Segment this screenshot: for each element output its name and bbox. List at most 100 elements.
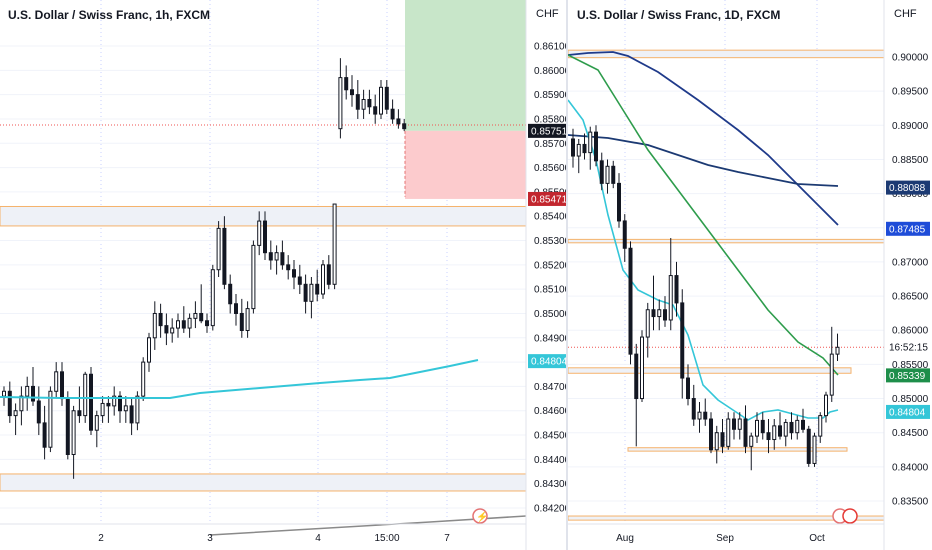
candle-body[interactable] <box>829 353 834 396</box>
candle-body[interactable] <box>158 312 163 327</box>
support-resistance-band[interactable] <box>568 367 852 374</box>
candle-body[interactable] <box>251 244 256 310</box>
candle-body[interactable] <box>588 131 593 154</box>
candle-body[interactable] <box>176 320 180 329</box>
candle-body[interactable] <box>210 269 215 327</box>
candle-body[interactable] <box>297 276 302 285</box>
candle-body[interactable] <box>112 395 117 407</box>
candle-body[interactable] <box>141 361 146 397</box>
candle-body[interactable] <box>576 143 581 157</box>
candle-body[interactable] <box>795 419 800 434</box>
candle-body[interactable] <box>709 418 713 451</box>
candle-body[interactable] <box>65 398 70 456</box>
candle-body[interactable] <box>263 220 267 254</box>
candle-body[interactable] <box>783 421 788 437</box>
candle-body[interactable] <box>835 346 840 355</box>
candle-body[interactable] <box>54 371 59 392</box>
candle-body[interactable] <box>720 432 725 447</box>
candle-body[interactable] <box>274 252 279 261</box>
candle-body[interactable] <box>402 123 407 130</box>
candle-body[interactable] <box>617 182 621 222</box>
candle-body[interactable] <box>697 411 702 420</box>
candle-body[interactable] <box>605 165 610 184</box>
candle-body[interactable] <box>19 395 24 412</box>
candle-body[interactable] <box>680 302 685 379</box>
candle-body[interactable] <box>749 435 754 447</box>
candle-body[interactable] <box>228 283 233 305</box>
candle-body[interactable] <box>373 106 378 115</box>
stop-loss-zone[interactable] <box>405 130 526 199</box>
candle-body[interactable] <box>48 390 53 448</box>
candle-body[interactable] <box>726 418 731 447</box>
candle-body[interactable] <box>350 89 354 96</box>
lightning-event-icon[interactable] <box>472 508 488 524</box>
candle-body[interactable] <box>594 131 598 162</box>
support-resistance-band[interactable] <box>568 49 885 59</box>
candle-body[interactable] <box>628 247 633 355</box>
candle-body[interactable] <box>657 309 662 318</box>
candle-body[interactable] <box>106 402 111 407</box>
candle-body[interactable] <box>100 402 105 417</box>
candle-body[interactable] <box>71 410 76 456</box>
candle-body[interactable] <box>135 395 140 424</box>
candle-body[interactable] <box>338 77 343 130</box>
candle-body[interactable] <box>268 252 273 261</box>
candle-body[interactable] <box>239 312 244 331</box>
candle-body[interactable] <box>599 160 604 184</box>
candle-body[interactable] <box>361 98 366 110</box>
support-resistance-band[interactable] <box>627 447 848 452</box>
candle-body[interactable] <box>737 418 742 430</box>
take-profit-zone[interactable] <box>405 0 526 131</box>
candle-body[interactable] <box>7 390 12 417</box>
candle-body[interactable] <box>806 428 811 464</box>
candle-body[interactable] <box>686 377 690 400</box>
candle-body[interactable] <box>668 275 673 321</box>
candle-body[interactable] <box>571 138 575 157</box>
candle-body[interactable] <box>234 303 238 314</box>
candle-body[interactable] <box>303 283 308 302</box>
candle-body[interactable] <box>164 325 169 334</box>
us-flag-icon[interactable] <box>842 508 858 524</box>
candle-body[interactable] <box>292 269 296 278</box>
candle-body[interactable] <box>89 373 93 431</box>
candle-body[interactable] <box>321 264 325 295</box>
candle-body[interactable] <box>25 385 30 397</box>
candle-body[interactable] <box>286 264 291 271</box>
candle-body[interactable] <box>13 410 18 417</box>
candle-body[interactable] <box>691 398 696 420</box>
candle-body[interactable] <box>123 405 128 412</box>
candle-body[interactable] <box>355 94 360 110</box>
candle-body[interactable] <box>766 432 771 441</box>
candle-body[interactable] <box>152 312 157 339</box>
candle-body[interactable] <box>390 108 395 120</box>
candle-body[interactable] <box>645 309 650 338</box>
candle-body[interactable] <box>60 371 64 400</box>
candle-body[interactable] <box>36 400 41 424</box>
candle-body[interactable] <box>326 264 331 285</box>
candle-body[interactable] <box>384 86 389 110</box>
candle-body[interactable] <box>193 312 198 319</box>
candle-body[interactable] <box>332 203 337 285</box>
candle-body[interactable] <box>187 317 192 329</box>
candle-body[interactable] <box>582 143 587 154</box>
candle-body[interactable] <box>663 309 667 321</box>
candle-body[interactable] <box>245 308 250 331</box>
candle-body[interactable] <box>640 336 644 400</box>
candle-body[interactable] <box>760 419 765 434</box>
candle-body[interactable] <box>789 421 794 434</box>
candle-body[interactable] <box>801 419 805 430</box>
candle-body[interactable] <box>812 435 817 464</box>
candle-body[interactable] <box>129 405 134 424</box>
candle-body[interactable] <box>674 275 679 304</box>
candle-body[interactable] <box>2 390 6 397</box>
candle-body[interactable] <box>94 415 99 431</box>
candle-body[interactable] <box>818 415 823 437</box>
candle-body[interactable] <box>199 312 204 322</box>
chart-panel-daily[interactable]: 0.900000.895000.890000.885000.880000.875… <box>568 0 932 550</box>
candle-body[interactable] <box>732 418 736 430</box>
candle-body[interactable] <box>778 425 782 437</box>
candle-body[interactable] <box>824 394 828 417</box>
candle-body[interactable] <box>280 252 285 266</box>
